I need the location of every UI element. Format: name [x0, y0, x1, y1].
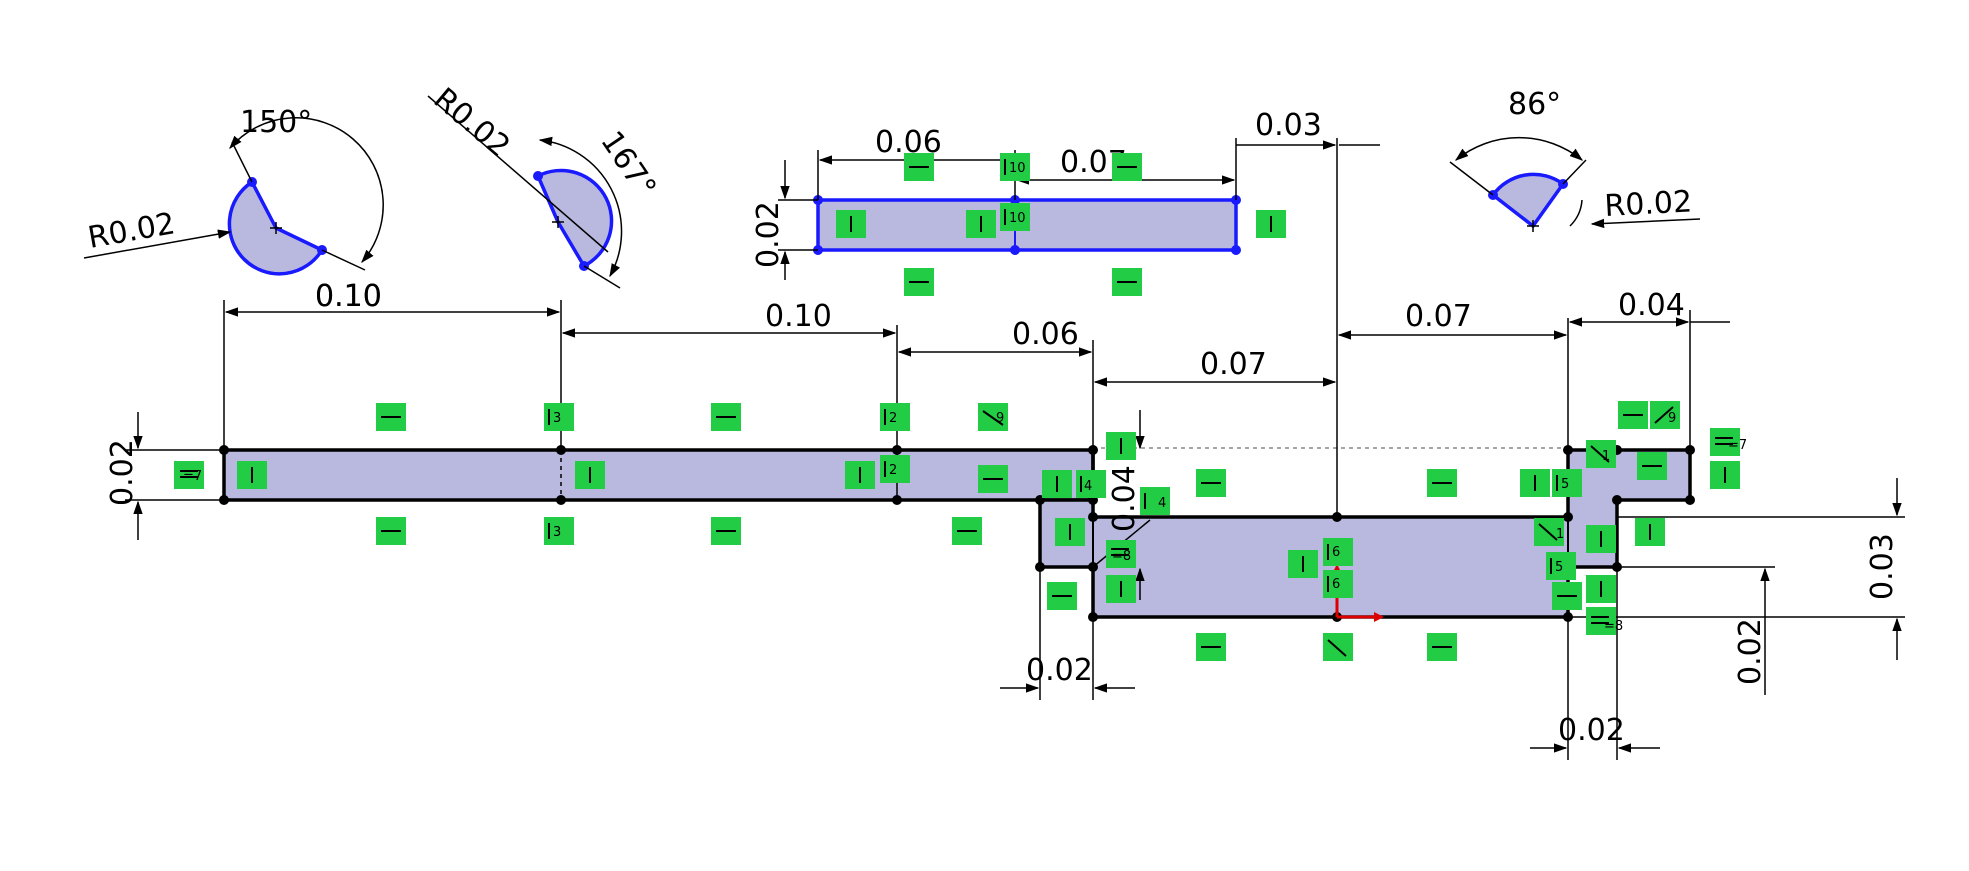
arc-sector-167[interactable] [535, 168, 614, 269]
dim-left-height[interactable]: 0.02 [105, 439, 140, 506]
dim-arc1-angle[interactable]: 150° [240, 105, 312, 140]
rel-1-a: 1 [1602, 449, 1610, 464]
rel-3-top: 3 [553, 411, 561, 426]
rel-eq7-left: =7 [183, 469, 202, 484]
rel-2-top: 2 [889, 411, 897, 426]
rel-5-b: 5 [1555, 560, 1563, 575]
dim-right-height-1[interactable]: 0.03 [1865, 533, 1900, 600]
rel-2-mid: 2 [889, 463, 897, 478]
dim-bottom-left[interactable]: 0.02 [1026, 653, 1093, 688]
dim-long-seg-3[interactable]: 0.06 [1012, 317, 1079, 352]
rel-6-b: 6 [1332, 577, 1340, 592]
dim-bottom-right[interactable]: 0.02 [1558, 713, 1625, 748]
rel-eq8-right: =8 [1604, 619, 1623, 634]
profile-long-bar[interactable] [222, 448, 1095, 502]
rel-1-b: 1 [1556, 527, 1564, 542]
dim-arc1-chord[interactable]: 0.10 [315, 279, 382, 314]
dim-right-seg-1[interactable]: 0.07 [1405, 299, 1472, 334]
rel-10-b: 10 [1009, 211, 1026, 226]
dim-long-seg-2[interactable]: 0.10 [765, 299, 832, 334]
dim-rect-height[interactable]: 0.02 [751, 201, 786, 268]
dim-arc2-radius[interactable]: R0.02 [427, 81, 517, 164]
rel-9-right: 9 [1668, 411, 1676, 426]
dim-right-seg-2[interactable]: 0.04 [1618, 288, 1685, 323]
rel-eq8: =8 [1112, 549, 1131, 564]
dim-arc3-angle[interactable]: 86° [1508, 87, 1561, 122]
rel-5-a: 5 [1561, 477, 1569, 492]
rel-10-a: 10 [1009, 161, 1026, 176]
dim-long-seg-1[interactable]: 0.10 [315, 279, 382, 314]
rel-4-b: 4 [1158, 496, 1166, 511]
relation-icons[interactable]: =7 3 3 2 2 9 4 4 =8 10 10 6 6 5 5 1 1 9 … [174, 153, 1747, 661]
dim-mid-seg[interactable]: 0.07 [1200, 347, 1267, 382]
dim-arc3-radius[interactable]: R0.02 [1604, 184, 1693, 224]
dim-right-height-2[interactable]: 0.02 [1733, 618, 1768, 685]
dim-step-height[interactable]: 0.04 [1107, 465, 1142, 532]
dim-arc1-radius[interactable]: R0.02 [85, 206, 177, 256]
arc-sector-86[interactable] [1490, 172, 1566, 229]
rel-4-a: 4 [1084, 479, 1092, 494]
dim-top-right-gap[interactable]: 0.03 [1255, 108, 1322, 143]
rel-6-a: 6 [1332, 545, 1340, 560]
rel-3-bottom: 3 [553, 525, 561, 540]
rel-eq7-right: =7 [1728, 438, 1747, 453]
rel-9-top: 9 [996, 411, 1004, 426]
